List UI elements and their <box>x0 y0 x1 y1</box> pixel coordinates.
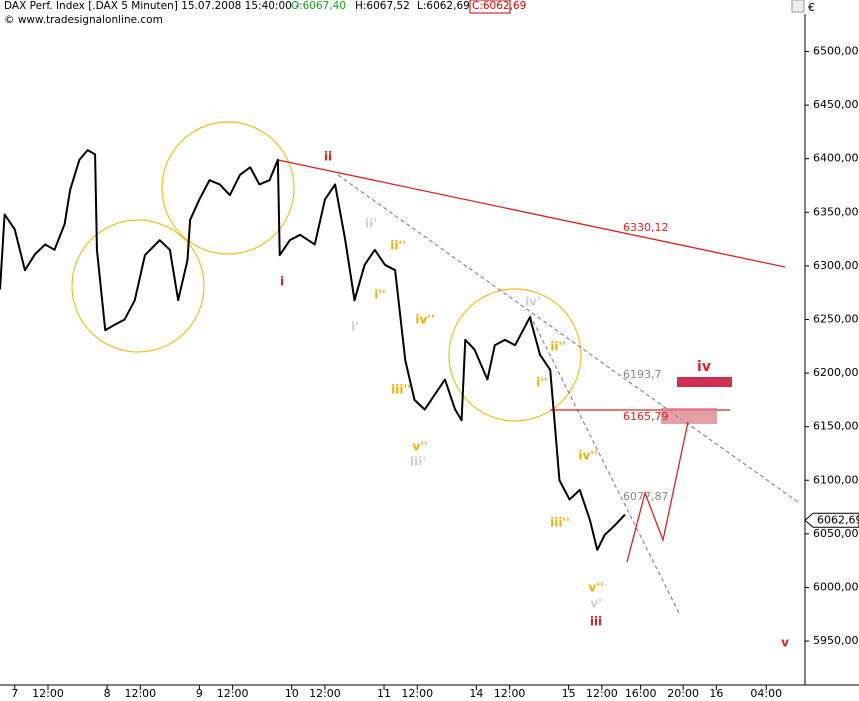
y-tick-label: 6000,00 <box>813 580 859 593</box>
y-tick-label: 6450,00 <box>813 98 859 111</box>
circle <box>71 219 205 353</box>
last-price-label: 6062,69 <box>817 513 859 526</box>
last-price-marker <box>804 512 859 528</box>
x-tick-label: 14 <box>469 687 483 700</box>
wave-label: iii' <box>410 455 426 469</box>
header-low: L:6062,69 <box>417 0 470 12</box>
wave-label: ii'' <box>550 340 566 354</box>
wave-label: i <box>280 275 284 289</box>
wave-label: v'' <box>412 440 427 454</box>
wave-label: i' <box>351 320 359 334</box>
x-tick-label: 12:00 <box>309 687 341 700</box>
wave-label: iii'' <box>550 516 570 530</box>
trendline <box>529 314 681 616</box>
window-button[interactable] <box>791 0 805 13</box>
source: © www.tradesignalonline.com <box>4 14 163 26</box>
x-tick-label: 11 <box>377 687 391 700</box>
projection <box>626 421 689 563</box>
close-box <box>469 0 511 14</box>
x-tick-label: 12:00 <box>401 687 433 700</box>
x-tick-label: 12:00 <box>32 687 64 700</box>
x-tick-label: 12:00 <box>586 687 618 700</box>
y-tick-label: 6350,00 <box>813 205 859 218</box>
header-close: C:6062,69 <box>472 0 526 12</box>
wave-label: iv' <box>525 295 541 309</box>
level-label: 6165,79 <box>623 410 669 423</box>
y-tick-label: 6150,00 <box>813 420 859 433</box>
wave-label: ii'' <box>390 239 406 253</box>
level-label: 6193,7 <box>623 368 662 381</box>
x-tick-label: 8 <box>104 687 111 700</box>
x-tick-label: 20:00 <box>667 687 699 700</box>
wave-labels: ii i iii iv v ii'' i'' iv'' iii'' v'' ii… <box>280 150 789 650</box>
y-tick-label: 6400,00 <box>813 152 859 165</box>
y-tick-label: 6250,00 <box>813 312 859 325</box>
wave-label: iv'' <box>415 313 434 327</box>
currency: € <box>808 1 815 14</box>
level-label: 6330,12 <box>623 221 669 234</box>
y-tick-label: 6100,00 <box>813 473 859 486</box>
x-tick-label: 9 <box>196 687 203 700</box>
wave-label: iii'' <box>391 383 411 397</box>
y-tick-label: 6050,00 <box>813 527 859 540</box>
wave-label: v <box>781 636 789 650</box>
header-open: O:6067,40 <box>291 0 346 12</box>
x-tick-label: 16:00 <box>625 687 657 700</box>
price-line <box>0 149 626 551</box>
wave-label: iii <box>590 615 602 629</box>
wave-label: v'' <box>588 581 603 595</box>
wave-label: i'' <box>374 288 385 302</box>
wave-label: i'' <box>536 376 547 390</box>
wave-label: ii <box>324 150 332 164</box>
y-tick-label: 6500,00 <box>813 45 859 58</box>
circles <box>71 121 582 422</box>
wave-label: ii' <box>365 217 377 231</box>
target-zone <box>677 377 732 387</box>
wave-label: iv'' <box>578 449 597 463</box>
x-tick-label: 12:00 <box>124 687 156 700</box>
level-label: 6077,87 <box>623 490 669 503</box>
x-tick-label: 16 <box>709 687 723 700</box>
circle <box>448 288 582 422</box>
x-tick-label: 12:00 <box>494 687 526 700</box>
header-high: H:6067,52 <box>355 0 410 12</box>
y-tick-label: 6300,00 <box>813 259 859 272</box>
trendline <box>277 159 786 268</box>
x-tick-label: 04:00 <box>750 687 782 700</box>
wave-label: iv <box>697 359 711 375</box>
header-title: DAX Perf. Index [.DAX 5 Minuten] 15.07.2… <box>4 0 299 12</box>
target-zone <box>661 408 717 424</box>
x-tick-label: 10 <box>285 687 299 700</box>
y-tick-label: 6200,00 <box>813 366 859 379</box>
x-tick-label: 15 <box>562 687 576 700</box>
wave-label: v' <box>590 597 602 611</box>
y-tick-label: 5950,00 <box>813 634 859 647</box>
x-tick-label: 12:00 <box>217 687 249 700</box>
x-tick-label: 7 <box>11 687 18 700</box>
circle <box>161 121 295 255</box>
trendline <box>337 174 799 503</box>
